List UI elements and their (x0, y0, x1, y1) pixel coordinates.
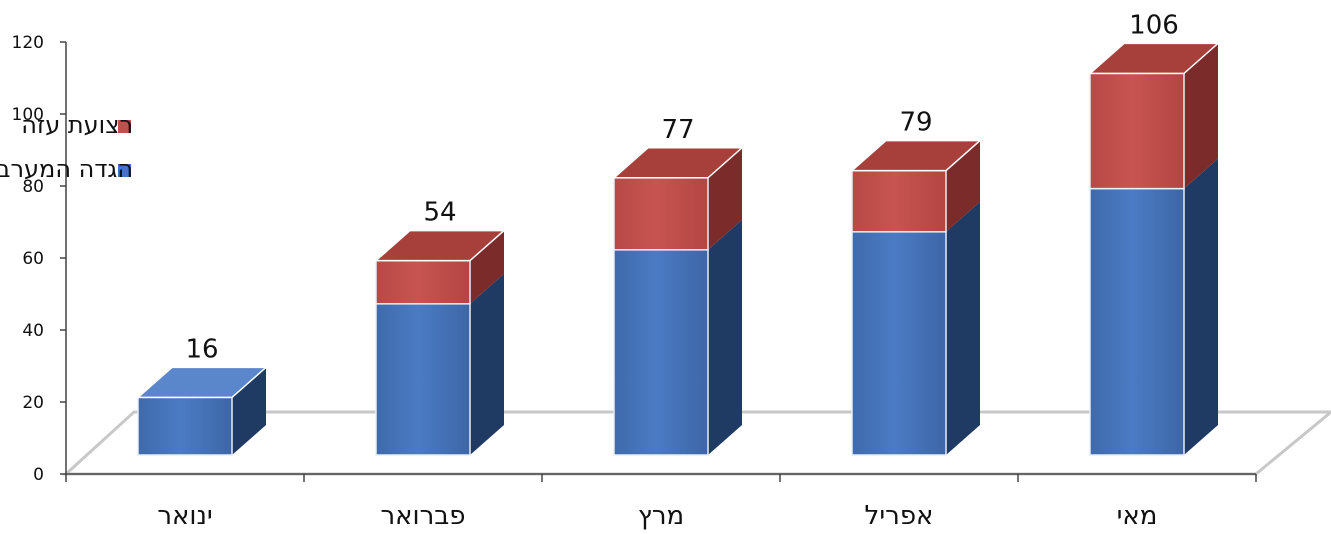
bar-side-face (708, 147, 742, 250)
y-tick-label: 40 (22, 321, 44, 341)
bar-segment (851, 201, 980, 456)
bar-side-face (470, 273, 504, 455)
bar-front-face (1089, 187, 1185, 456)
bar-total-label: 79 (899, 108, 932, 138)
bar-top-face (374, 229, 506, 262)
y-tick-label: 80 (22, 177, 44, 197)
bar-front-face (1089, 72, 1185, 190)
y-tick-label: 0 (33, 465, 44, 485)
bar-side-face (946, 201, 980, 455)
bar-segment (851, 140, 980, 233)
y-tick-label: 100 (12, 105, 44, 125)
bar-front-face (375, 259, 471, 305)
bar-segment (613, 219, 742, 456)
x-tick-label: מרץ (638, 501, 684, 531)
bar-front-face (851, 169, 947, 233)
x-tick-label: אפריל (865, 501, 934, 531)
legend: רצועת עזה הגדה המערבית (0, 111, 133, 183)
bar-side-face (708, 219, 742, 455)
bar-segment (137, 367, 266, 456)
bar-segment (613, 147, 742, 251)
legend-label: הגדה המערבית (0, 155, 133, 183)
bar-front-face (613, 177, 709, 251)
bar-front-face (613, 249, 709, 456)
x-tick-label: פברואר (380, 501, 465, 531)
bar-segment (1089, 158, 1218, 456)
bar-top-face (136, 366, 268, 399)
bar-top-face (850, 139, 982, 172)
x-tick-label: ינואר (157, 501, 212, 531)
bar-front-face (375, 303, 471, 456)
y-tick-label: 120 (12, 33, 44, 53)
bar-top-face (612, 147, 744, 179)
legend-swatch (118, 164, 131, 177)
bar-total-label: 77 (661, 115, 694, 145)
bar-front-face (851, 231, 947, 456)
bar-side-face (1184, 158, 1218, 455)
bar-segment (375, 273, 504, 456)
y-tick-label: 20 (22, 393, 44, 413)
bar-total-label: 16 (185, 334, 218, 364)
legend-swatch (118, 120, 131, 133)
bar-segment (1089, 43, 1218, 190)
y-tick-label: 60 (22, 249, 44, 269)
bar-total-label: 54 (423, 198, 456, 228)
bar-top-face (1088, 42, 1220, 75)
bar-total-label: 106 (1129, 10, 1179, 40)
bar-side-face (1184, 43, 1218, 189)
x-tick-label: מאי (1117, 501, 1158, 531)
bar-side-face (470, 230, 504, 304)
legend-label: רצועת עזה (21, 111, 133, 139)
bar-side-face (232, 367, 266, 455)
bar-front-face (137, 396, 233, 456)
